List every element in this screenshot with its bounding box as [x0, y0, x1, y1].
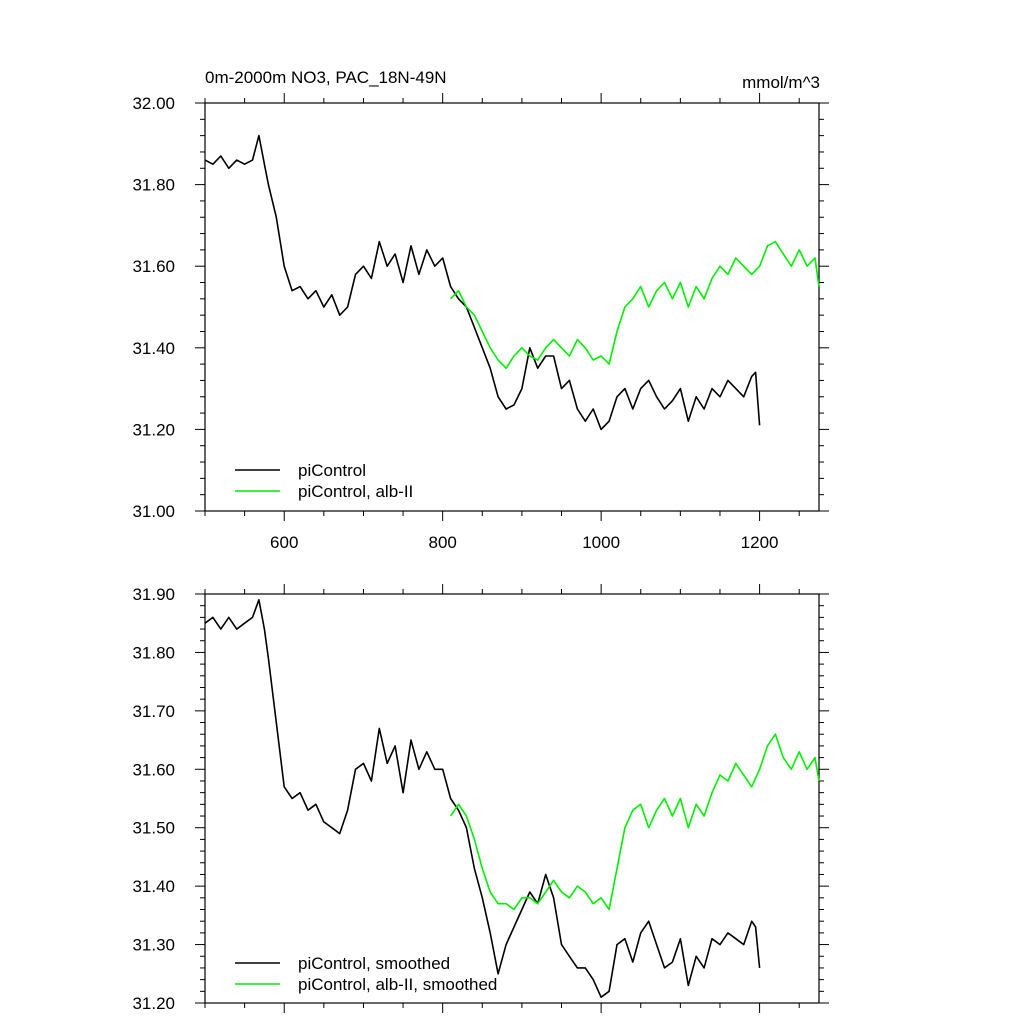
y-tick-label: 31.40	[132, 339, 175, 358]
series-lines-top	[204, 134, 820, 431]
legend-label: piControl	[298, 461, 366, 480]
y-tick-label: 31.00	[132, 502, 175, 521]
y-tick-label: 31.40	[132, 877, 175, 896]
legend-label: piControl, smoothed	[298, 954, 450, 973]
tick-labels-bottom: 31.20 31.30 31.40 31.50 31.60 31.70 31.80 31.90	[132, 585, 175, 1013]
y-tick-label: 31.90	[132, 585, 175, 604]
legend-label: piControl, alb-II, smoothed	[298, 975, 497, 994]
units-label: mmol/m^3	[742, 73, 820, 92]
bottom-panel: 31.20 31.30 31.40 31.50 31.60 31.70 31.80 31.90…	[132, 584, 829, 1013]
axis-ticks-top	[195, 93, 829, 521]
x-tick-label: 1000	[582, 533, 620, 552]
plot-frame-bottom	[204, 593, 820, 1004]
plot-frame-top	[204, 102, 820, 512]
x-tick-label: 800	[428, 533, 456, 552]
tick-labels-top: 600 800 1000 1200 31.00 31.20 31.40 31.60 31.80 3…	[132, 94, 778, 552]
y-tick-label: 31.80	[132, 176, 175, 195]
y-tick-label: 31.30	[132, 936, 175, 955]
y-tick-label: 31.20	[132, 994, 175, 1013]
legend-top: piControl piControl, alb-II	[235, 461, 413, 501]
series-line-picontrol-alb-ii	[449, 733, 820, 911]
y-tick-label: 31.20	[132, 420, 175, 439]
x-tick-label: 1200	[741, 533, 779, 552]
legend-label: piControl, alb-II	[298, 482, 413, 501]
chart-title: 0m-2000m NO3, PAC_18N-49N	[205, 68, 447, 87]
y-tick-label: 31.60	[132, 760, 175, 779]
series-line-picontrol-alb-ii	[450, 240, 820, 370]
x-tick-label: 600	[270, 533, 298, 552]
y-tick-label: 31.80	[132, 643, 175, 662]
series-line-picontrol	[204, 134, 761, 431]
legend-bottom: piControl, smoothed piControl, alb-II, sm…	[235, 954, 497, 994]
series-line-picontrol	[204, 598, 761, 999]
y-tick-label: 31.60	[132, 257, 175, 276]
y-tick-label: 31.70	[132, 702, 175, 721]
top-panel: 0m-2000m NO3, PAC_18N-49N mmol/m^3 600 80…	[132, 68, 829, 552]
series-lines-bottom	[204, 598, 820, 999]
y-tick-label: 32.00	[132, 94, 175, 113]
axis-ticks-bottom	[195, 584, 829, 1013]
y-tick-label: 31.50	[132, 819, 175, 838]
